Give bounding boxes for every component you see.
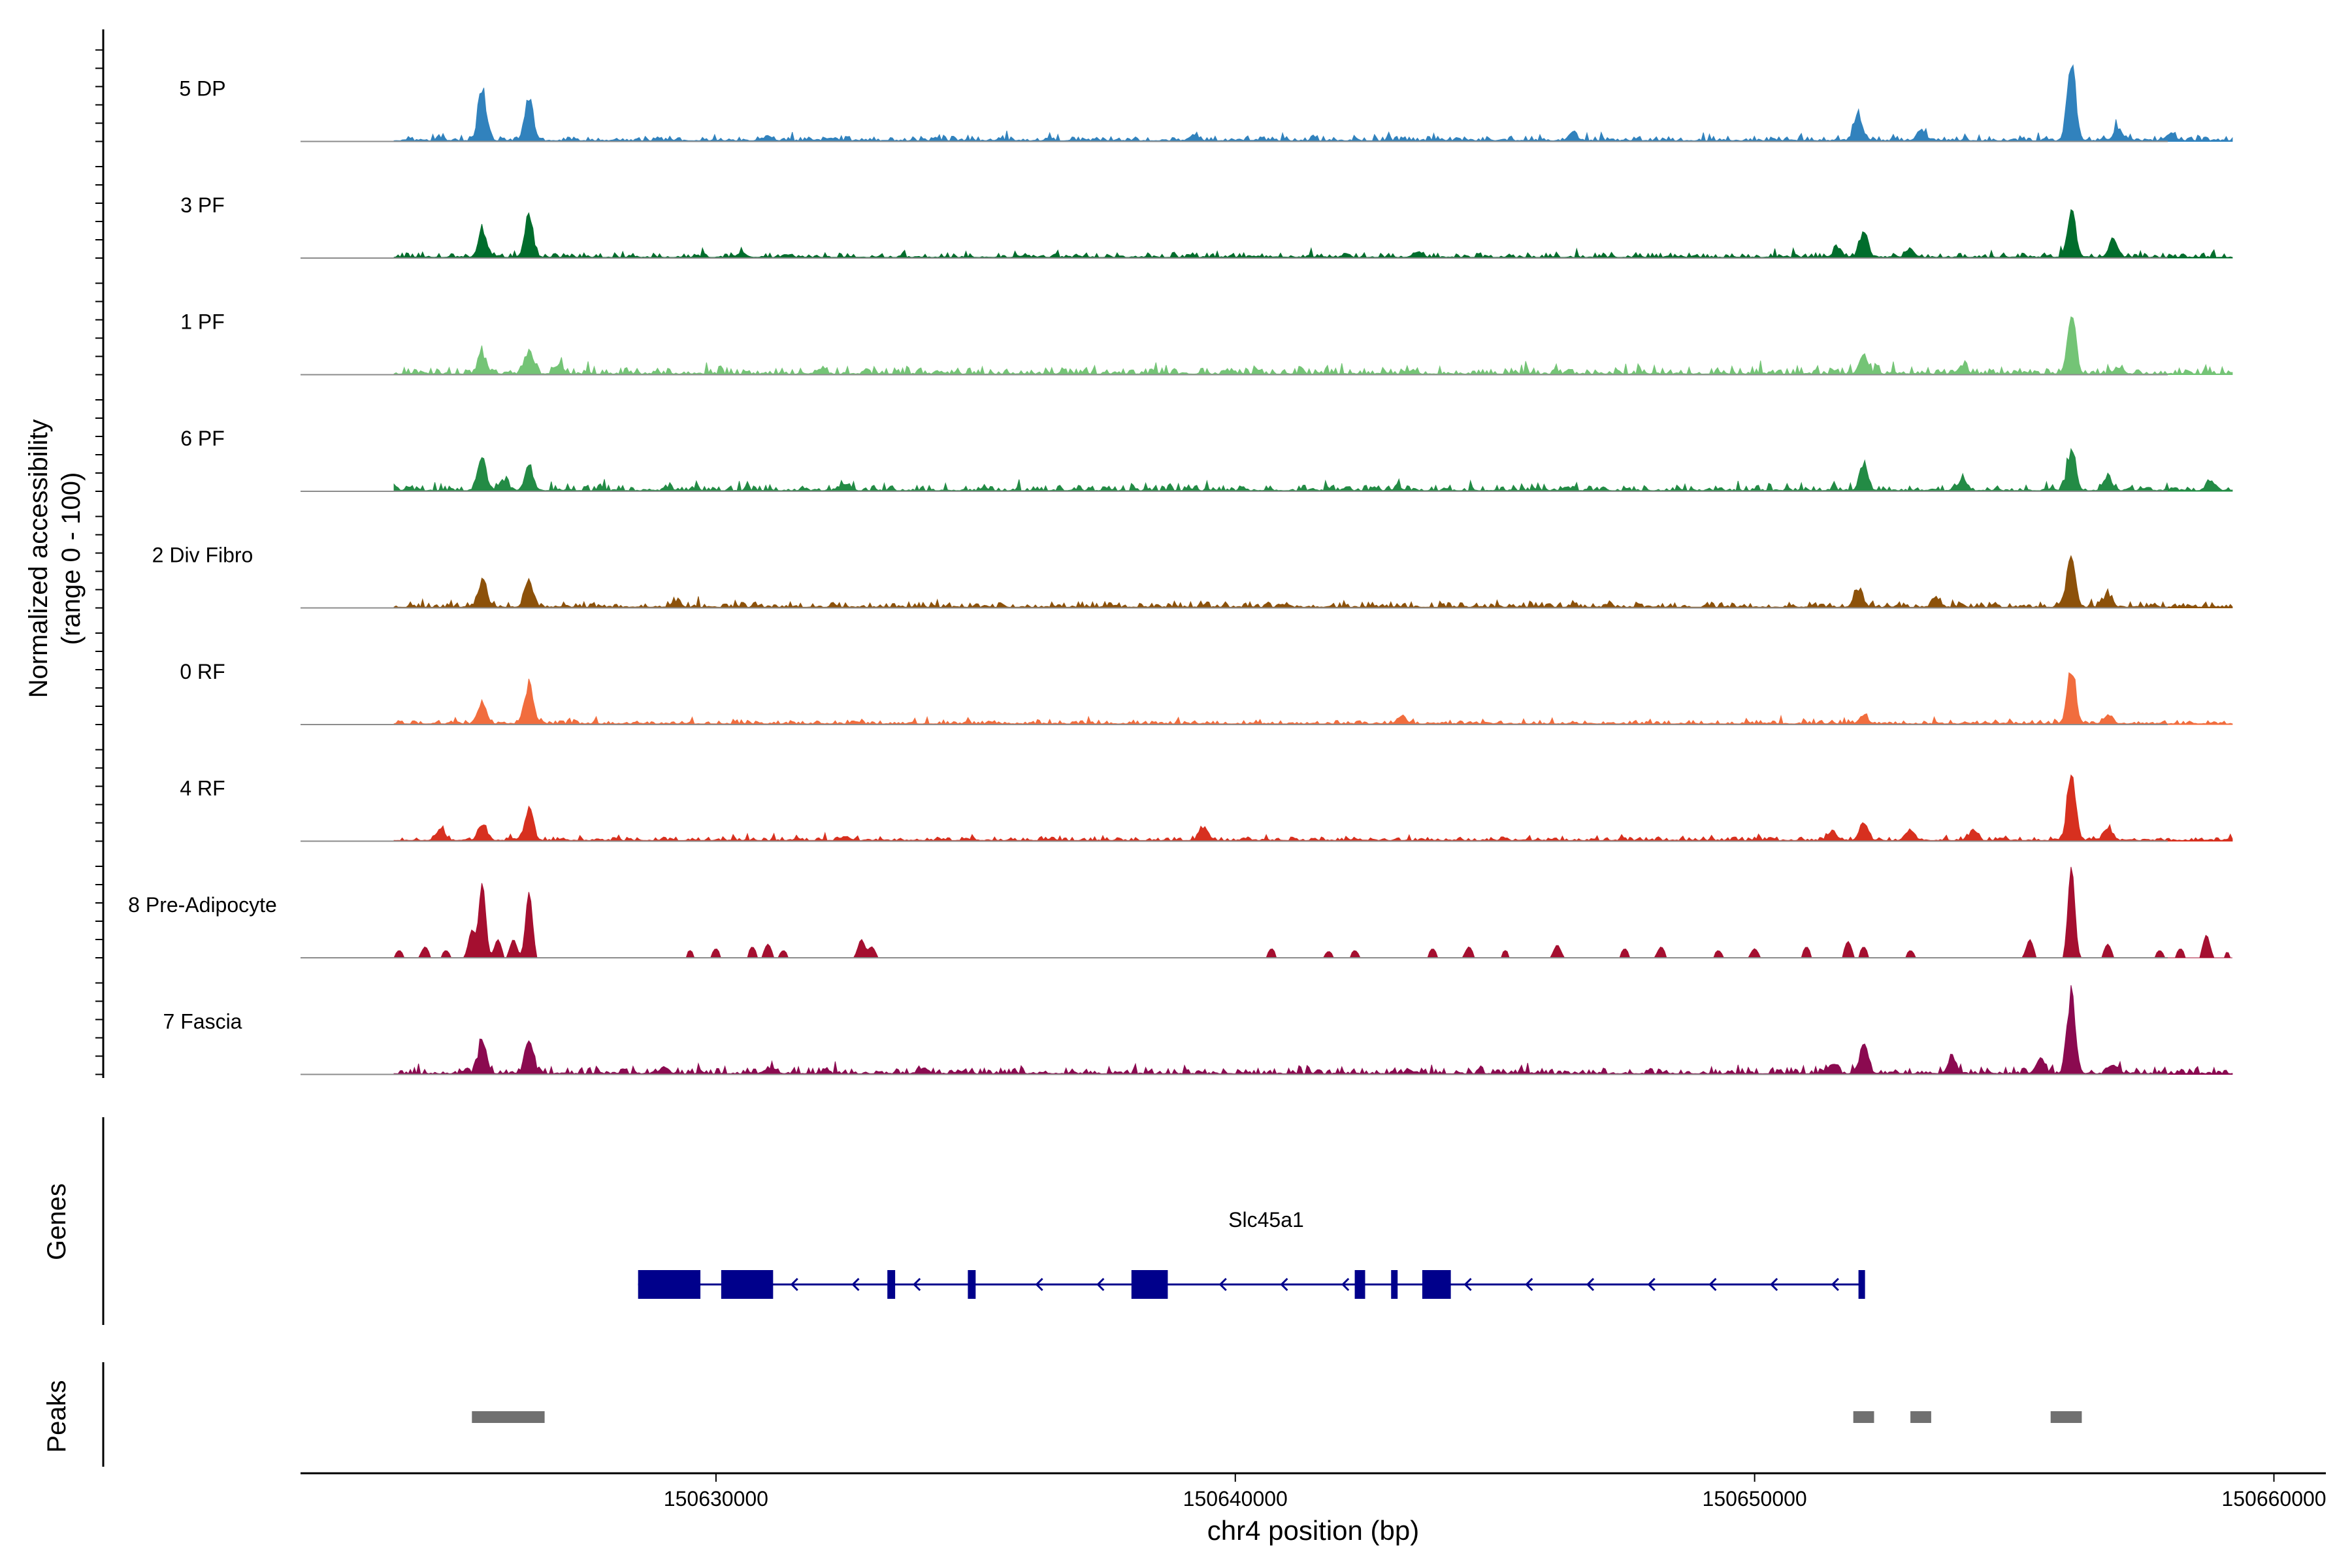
x-tick-label: 150660000 bbox=[2221, 1487, 2326, 1511]
track-6-pf: 6 PF bbox=[180, 427, 2233, 492]
track-area bbox=[393, 774, 2233, 841]
strand-arrow bbox=[1218, 1277, 1227, 1292]
x-tick-label: 150630000 bbox=[664, 1487, 768, 1511]
strand-arrow bbox=[913, 1277, 921, 1292]
track-area bbox=[393, 555, 2233, 608]
y-axis-label-line1: Normalized accessibility bbox=[24, 419, 53, 698]
track-label: 4 RF bbox=[180, 777, 225, 800]
strand-arrow bbox=[1647, 1277, 1656, 1292]
strand-arrow bbox=[1586, 1277, 1595, 1292]
gene-exon bbox=[721, 1270, 774, 1299]
genes-panel-label: Genes bbox=[42, 1183, 71, 1260]
x-axis-label: chr4 position (bp) bbox=[1207, 1515, 1420, 1546]
x-axis: 150630000 150640000 150650000 150660000 bbox=[301, 1472, 2327, 1511]
y-axis-label-line2: (range 0 - 100) bbox=[57, 472, 86, 645]
strand-arrow bbox=[1035, 1277, 1043, 1292]
track-area bbox=[393, 448, 2233, 492]
peaks-panel-label: Peaks bbox=[42, 1380, 71, 1452]
peak-region bbox=[1853, 1411, 1874, 1423]
track-label: 2 Div Fibro bbox=[152, 544, 253, 567]
track-area bbox=[393, 316, 2233, 376]
peak-region bbox=[472, 1411, 545, 1423]
gene-model bbox=[638, 1270, 1865, 1299]
strand-arrow bbox=[1525, 1277, 1533, 1292]
track-7-fascia: 7 Fascia bbox=[163, 985, 2233, 1075]
strand-arrow bbox=[1280, 1277, 1288, 1292]
track-area bbox=[393, 209, 2233, 259]
track-area bbox=[393, 985, 2233, 1075]
x-tick-label: 150640000 bbox=[1183, 1487, 1288, 1511]
strand-arrow bbox=[1463, 1277, 1472, 1292]
gene-name-label: Slc45a1 bbox=[1228, 1208, 1304, 1232]
track-5-dp: 5 DP bbox=[179, 64, 2233, 142]
track-label: 3 PF bbox=[180, 193, 225, 217]
track-label: 6 PF bbox=[180, 427, 225, 450]
strand-arrow bbox=[851, 1277, 860, 1292]
gene-exon bbox=[638, 1270, 701, 1299]
gene-exon bbox=[887, 1270, 896, 1299]
gene-exon bbox=[968, 1270, 976, 1299]
accessibility-y-axis bbox=[95, 29, 105, 1078]
strand-arrow bbox=[1708, 1277, 1717, 1292]
track-area bbox=[393, 866, 2232, 958]
track-0-rf: 0 RF bbox=[180, 660, 2233, 725]
accessibility-tracks: 5 DP 3 PF 1 PF 6 PF 2 Div Fibro 0 RF 4 RF 8 Pre… bbox=[128, 64, 2233, 1075]
peak-regions bbox=[472, 1411, 2082, 1423]
strand-arrow bbox=[1770, 1277, 1778, 1292]
gene-exon bbox=[1391, 1270, 1398, 1299]
strand-arrow bbox=[790, 1277, 798, 1292]
track-label: 5 DP bbox=[179, 77, 225, 101]
track-label: 7 Fascia bbox=[163, 1010, 242, 1034]
strand-arrow bbox=[1341, 1277, 1350, 1292]
gene-exon bbox=[1422, 1270, 1451, 1299]
gene-exon bbox=[1354, 1270, 1365, 1299]
track-8-pre-adipocyte: 8 Pre-Adipocyte bbox=[128, 866, 2232, 958]
gene-exon bbox=[1131, 1270, 1168, 1299]
track-label: 0 RF bbox=[180, 660, 225, 683]
track-3-pf: 3 PF bbox=[180, 193, 2233, 259]
track-1-pf: 1 PF bbox=[180, 310, 2233, 376]
strand-arrow bbox=[1831, 1277, 1839, 1292]
x-tick-label: 150650000 bbox=[1703, 1487, 1807, 1511]
track-label: 1 PF bbox=[180, 310, 225, 334]
track-label: 8 Pre-Adipocyte bbox=[128, 893, 277, 917]
peak-region bbox=[1910, 1411, 1931, 1423]
track-2-div-fibro: 2 Div Fibro bbox=[152, 544, 2233, 609]
strand-arrow bbox=[1096, 1277, 1105, 1292]
peak-region bbox=[2050, 1411, 2082, 1423]
track-area bbox=[393, 64, 2233, 142]
gene-exon bbox=[1858, 1270, 1865, 1299]
track-4-rf: 4 RF bbox=[180, 774, 2233, 842]
track-area bbox=[393, 672, 2233, 725]
